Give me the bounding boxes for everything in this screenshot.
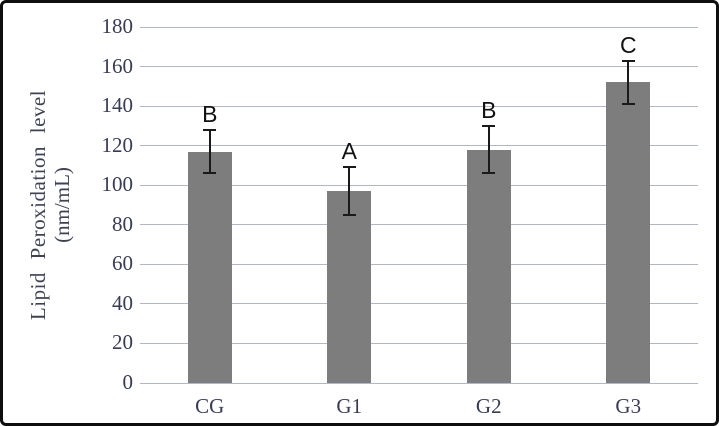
bar-g2 bbox=[466, 149, 511, 383]
y-tick-label: 0 bbox=[122, 370, 134, 395]
gridline bbox=[140, 105, 698, 107]
error-bar-cap bbox=[342, 166, 356, 169]
bar-g3 bbox=[606, 82, 651, 383]
error-bar bbox=[208, 129, 211, 174]
error-bar bbox=[348, 167, 351, 215]
error-bar-cap bbox=[482, 124, 496, 127]
gridline bbox=[140, 66, 698, 68]
error-bar-cap bbox=[203, 172, 217, 175]
y-tick-label: 40 bbox=[112, 290, 133, 315]
x-tick-label-g2: G2 bbox=[475, 394, 502, 418]
y-tick-label: 180 bbox=[101, 14, 134, 39]
y-tick-label: 120 bbox=[101, 132, 134, 157]
gridline bbox=[140, 224, 698, 226]
error-bar bbox=[487, 125, 490, 174]
y-tick-label: 160 bbox=[101, 53, 134, 78]
x-axis-labels: CG G1 G2 G3 bbox=[140, 392, 698, 422]
x-tick-label-g1: G1 bbox=[336, 394, 363, 418]
y-tick-label: 80 bbox=[112, 211, 133, 236]
significance-letter: C bbox=[619, 31, 637, 58]
error-bar-cap bbox=[482, 172, 496, 175]
plot-area: B A B C bbox=[140, 26, 698, 384]
y-tick-label: 60 bbox=[112, 251, 133, 276]
error-bar bbox=[627, 60, 630, 105]
gridline bbox=[140, 382, 698, 384]
bar-cg bbox=[187, 151, 232, 383]
error-bar-cap bbox=[621, 59, 635, 62]
bar-g1 bbox=[327, 191, 372, 383]
significance-letter: A bbox=[341, 138, 357, 165]
gridline bbox=[140, 26, 698, 28]
x-tick-label-g3: G3 bbox=[615, 394, 642, 418]
gridline bbox=[140, 303, 698, 305]
significance-letter: B bbox=[202, 100, 218, 127]
gridline bbox=[140, 145, 698, 147]
error-bar-cap bbox=[203, 128, 217, 131]
significance-letter: B bbox=[481, 96, 497, 123]
y-tick-label: 100 bbox=[101, 172, 134, 197]
error-bar-cap bbox=[621, 103, 635, 106]
x-tick-label-cg: CG bbox=[195, 394, 225, 418]
y-tick-label: 140 bbox=[101, 93, 134, 118]
y-tick-label: 20 bbox=[112, 330, 133, 355]
y-axis-ticks: 0 20 40 60 80 100 120 140 160 180 bbox=[3, 16, 134, 393]
gridline bbox=[140, 263, 698, 265]
gridline bbox=[140, 342, 698, 344]
gridline bbox=[140, 184, 698, 186]
error-bar-cap bbox=[342, 213, 356, 216]
